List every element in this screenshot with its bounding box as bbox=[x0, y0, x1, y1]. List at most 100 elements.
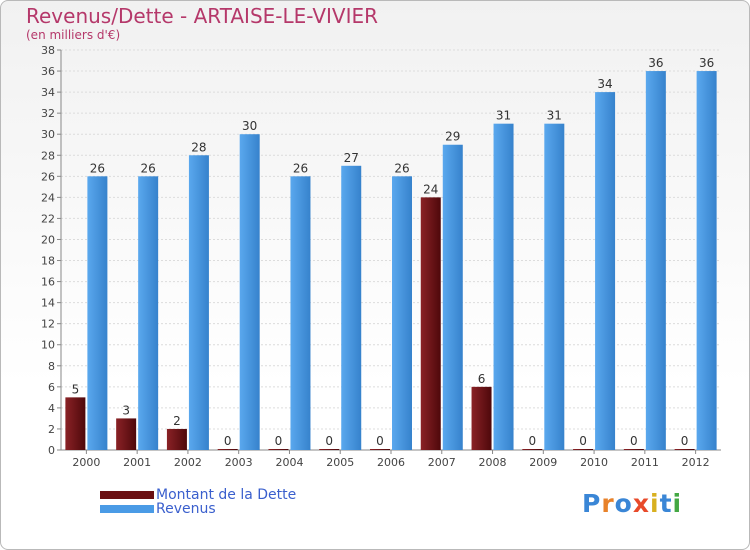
bar-revenus bbox=[544, 123, 565, 451]
y-tick-label: 14 bbox=[41, 297, 55, 310]
data-label-dette: 2 bbox=[173, 414, 181, 428]
data-label-revenus: 28 bbox=[191, 140, 206, 154]
y-tick-label: 30 bbox=[41, 128, 55, 141]
data-label-revenus: 30 bbox=[242, 119, 257, 133]
chart-title: Revenus/Dette - ARTAISE-LE-VIVIER bbox=[26, 4, 379, 28]
bar-dette bbox=[471, 386, 492, 450]
y-tick-label: 8 bbox=[48, 360, 55, 373]
chart-subtitle: (en milliers d'€) bbox=[26, 28, 121, 42]
y-tick-label: 6 bbox=[48, 381, 55, 394]
bar-revenus bbox=[341, 165, 362, 450]
x-tick-label: 2012 bbox=[682, 456, 710, 469]
y-tick-label: 16 bbox=[41, 276, 55, 289]
legend-swatch-revenus bbox=[100, 505, 154, 513]
data-label-revenus: 29 bbox=[445, 130, 460, 144]
bar-revenus bbox=[138, 176, 159, 450]
x-tick-label: 2011 bbox=[631, 456, 659, 469]
y-tick-label: 28 bbox=[41, 149, 55, 162]
data-label-revenus: 26 bbox=[293, 161, 308, 175]
data-label-revenus: 26 bbox=[90, 161, 105, 175]
data-label-revenus: 36 bbox=[648, 56, 663, 70]
bar-dette bbox=[573, 449, 594, 450]
data-label-dette: 0 bbox=[528, 434, 536, 448]
bar-revenus bbox=[239, 134, 260, 451]
data-label-dette: 0 bbox=[376, 434, 384, 448]
logo-letter: r bbox=[601, 489, 615, 518]
bar-dette bbox=[268, 449, 289, 450]
y-tick-label: 26 bbox=[41, 170, 55, 183]
y-tick-label: 36 bbox=[41, 65, 55, 78]
logo-letter: P bbox=[582, 489, 602, 518]
y-tick-label: 4 bbox=[48, 402, 55, 415]
data-label-revenus: 36 bbox=[699, 56, 714, 70]
x-tick-label: 2007 bbox=[428, 456, 456, 469]
y-tick-label: 18 bbox=[41, 255, 55, 268]
bar-dette bbox=[217, 449, 238, 450]
logo-letter: x bbox=[632, 489, 650, 518]
bar-dette bbox=[674, 449, 695, 450]
bar-revenus bbox=[595, 92, 616, 451]
y-tick-label: 10 bbox=[41, 339, 55, 352]
bar-revenus bbox=[645, 71, 666, 450]
data-label-revenus: 27 bbox=[344, 151, 359, 165]
bar-revenus bbox=[442, 144, 463, 450]
y-tick-label: 12 bbox=[41, 318, 55, 331]
y-tick-label: 24 bbox=[41, 191, 55, 204]
x-tick-label: 2001 bbox=[123, 456, 151, 469]
bar-dette bbox=[166, 428, 187, 450]
legend-swatch-dette bbox=[100, 491, 154, 499]
data-label-dette: 24 bbox=[423, 182, 438, 196]
legend-item-dette: Montant de la Dette bbox=[100, 487, 296, 503]
data-label-revenus: 31 bbox=[496, 109, 511, 123]
bar-revenus bbox=[188, 155, 209, 450]
data-label-dette: 0 bbox=[325, 434, 333, 448]
y-tick-label: 38 bbox=[41, 44, 55, 57]
data-label-dette: 0 bbox=[630, 434, 638, 448]
data-label-dette: 5 bbox=[72, 382, 80, 396]
bar-dette bbox=[522, 449, 543, 450]
proxiti-logo: Proxiti bbox=[582, 489, 682, 518]
data-label-dette: 3 bbox=[122, 403, 130, 417]
x-tick-label: 2005 bbox=[326, 456, 354, 469]
x-tick-label: 2006 bbox=[377, 456, 405, 469]
bar-revenus bbox=[696, 71, 717, 450]
y-tick-label: 0 bbox=[48, 444, 55, 457]
data-label-dette: 0 bbox=[224, 434, 232, 448]
bar-revenus bbox=[493, 123, 514, 451]
y-tick-label: 2 bbox=[48, 423, 55, 436]
bar-revenus bbox=[290, 176, 311, 450]
data-label-dette: 0 bbox=[579, 434, 587, 448]
x-tick-label: 2009 bbox=[529, 456, 557, 469]
x-tick-label: 2003 bbox=[225, 456, 253, 469]
legend-item-revenus: Revenus bbox=[100, 501, 216, 517]
bar-dette bbox=[319, 449, 340, 450]
x-tick-label: 2000 bbox=[72, 456, 100, 469]
y-tick-label: 34 bbox=[41, 86, 55, 99]
logo-letter: i bbox=[672, 489, 683, 518]
data-label-revenus: 34 bbox=[597, 77, 612, 91]
data-label-revenus: 31 bbox=[547, 109, 562, 123]
bar-revenus bbox=[87, 176, 108, 450]
data-label-dette: 6 bbox=[478, 372, 486, 386]
logo-letter: i bbox=[650, 489, 660, 518]
y-tick-label: 20 bbox=[41, 233, 55, 246]
bar-revenus bbox=[392, 176, 412, 450]
bar-dette bbox=[420, 197, 441, 450]
y-tick-label: 22 bbox=[41, 212, 55, 225]
bar-dette bbox=[116, 418, 137, 450]
logo-letter: o bbox=[614, 489, 633, 518]
bar-dette bbox=[370, 449, 390, 450]
x-tick-label: 2002 bbox=[174, 456, 202, 469]
data-label-revenus: 26 bbox=[394, 161, 409, 175]
data-label-dette: 0 bbox=[275, 434, 283, 448]
y-tick-label: 32 bbox=[41, 107, 55, 120]
bar-dette bbox=[65, 397, 86, 450]
logo-letter: t bbox=[659, 489, 673, 518]
data-label-dette: 0 bbox=[681, 434, 689, 448]
data-label-revenus: 26 bbox=[141, 161, 156, 175]
x-tick-label: 2004 bbox=[275, 456, 303, 469]
x-tick-label: 2010 bbox=[580, 456, 608, 469]
legend-label-revenus: Revenus bbox=[156, 501, 216, 517]
bar-dette bbox=[623, 449, 644, 450]
